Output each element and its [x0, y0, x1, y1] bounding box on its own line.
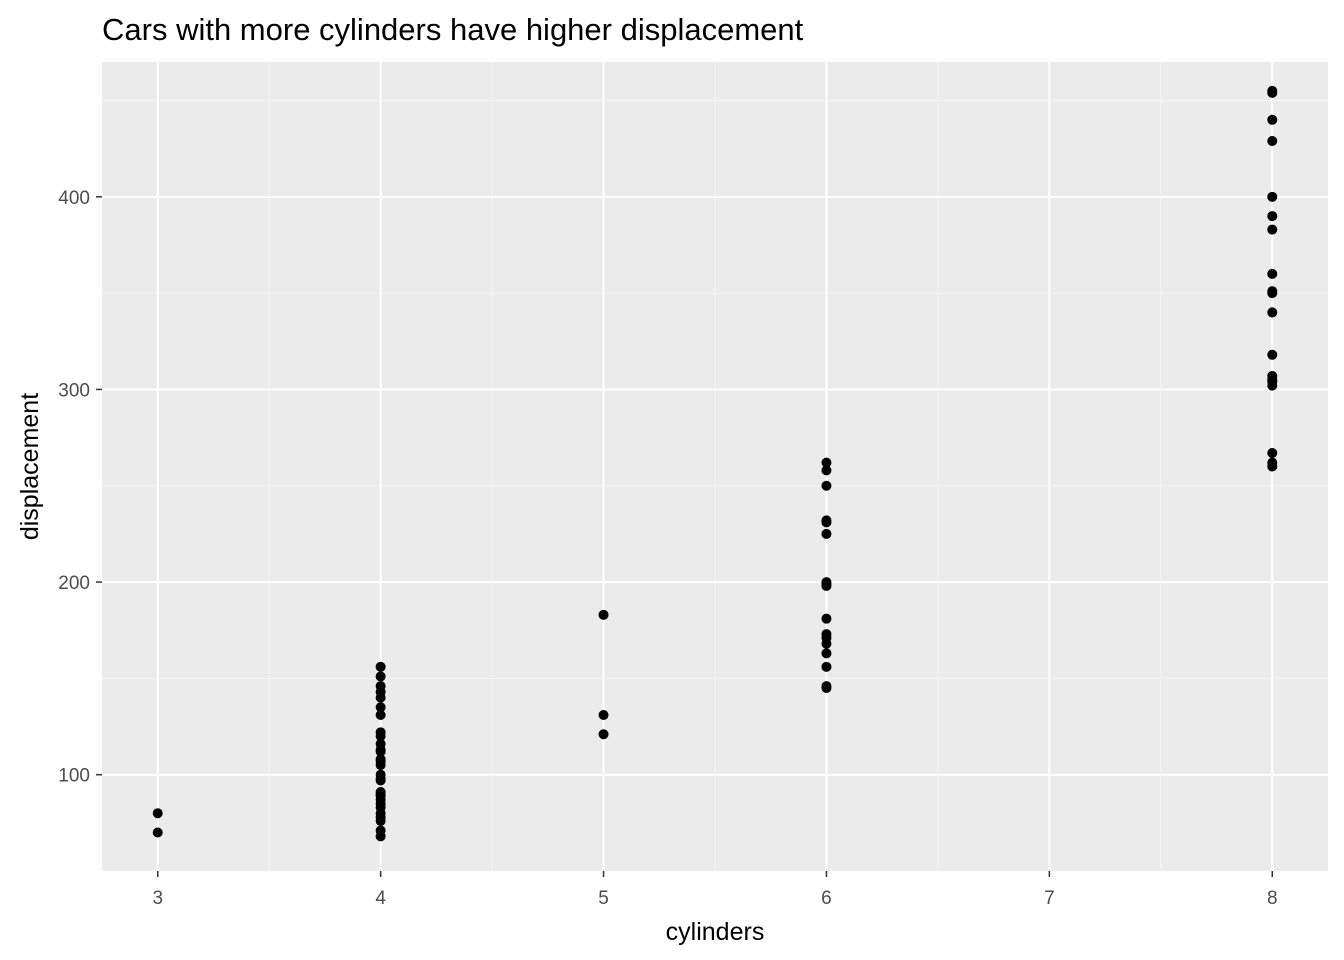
data-point: [1267, 307, 1278, 318]
data-point: [1267, 135, 1278, 146]
y-tick-label: 200: [58, 573, 90, 594]
data-point: [1267, 191, 1278, 202]
data-point: [1267, 349, 1278, 360]
data-point: [375, 738, 386, 749]
data-point: [1267, 286, 1278, 297]
y-tick-label: 100: [58, 766, 90, 787]
y-tick-label: 400: [58, 188, 90, 209]
x-axis: 3 4 5 6 7 8: [152, 871, 1278, 909]
data-point: [1267, 457, 1278, 468]
x-axis-title: cylinders: [666, 918, 765, 946]
data-point: [375, 661, 386, 672]
x-tick-label: 3: [152, 888, 163, 909]
data-point: [1267, 85, 1278, 96]
data-point: [375, 825, 386, 836]
x-tick-label: 6: [821, 888, 832, 909]
data-point: [821, 577, 832, 588]
x-tick-label: 7: [1044, 888, 1055, 909]
data-point: [1267, 224, 1278, 235]
data-point: [375, 727, 386, 738]
data-point: [1267, 114, 1278, 125]
data-point: [1267, 370, 1278, 381]
x-tick-label: 8: [1267, 888, 1278, 909]
data-point: [821, 465, 832, 476]
data-point: [821, 681, 832, 692]
x-tick-label: 5: [598, 888, 609, 909]
data-point: [375, 681, 386, 692]
x-tick-label: 4: [375, 888, 386, 909]
data-point: [821, 457, 832, 468]
y-axis-title: displacement: [16, 393, 44, 540]
data-point: [821, 480, 832, 491]
data-point: [1267, 268, 1278, 279]
data-point: [598, 609, 609, 620]
data-point: [1267, 211, 1278, 222]
data-point: [152, 808, 163, 819]
data-point: [1267, 448, 1278, 459]
data-point: [821, 613, 832, 624]
data-point: [598, 709, 609, 720]
y-axis: 100 200 300 400: [58, 188, 102, 787]
y-tick-label: 300: [58, 380, 90, 401]
data-point: [152, 827, 163, 838]
data-point: [821, 528, 832, 539]
data-points: [152, 85, 1278, 842]
data-point: [375, 787, 386, 798]
data-point: [375, 671, 386, 682]
data-point: [375, 754, 386, 765]
data-point: [821, 515, 832, 526]
data-point: [821, 629, 832, 640]
data-point: [598, 729, 609, 740]
data-point: [375, 709, 386, 720]
chart-title: Cars with more cylinders have higher dis…: [102, 12, 804, 47]
data-point: [821, 648, 832, 659]
data-point: [375, 702, 386, 713]
data-point: [375, 769, 386, 780]
data-point: [821, 661, 832, 672]
